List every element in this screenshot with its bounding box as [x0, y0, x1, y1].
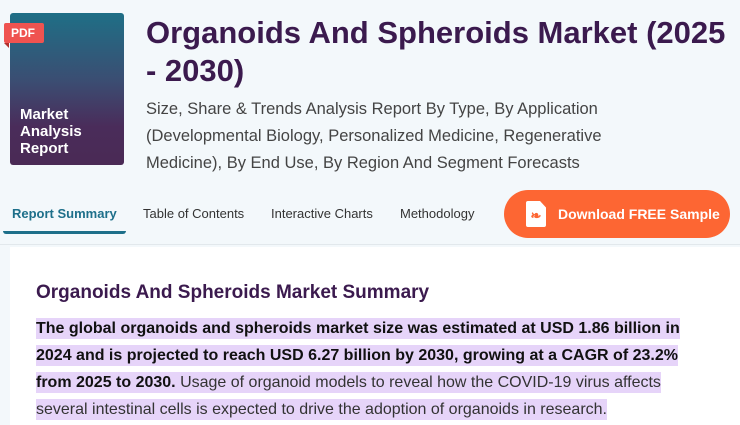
summary-paragraph: The global organoids and spheroids marke…: [36, 315, 716, 423]
pdf-file-icon: ❧: [526, 201, 546, 227]
tab-methodology[interactable]: Methodology: [400, 206, 475, 221]
summary-heading: Organoids And Spheroids Market Summary: [36, 282, 430, 303]
download-sample-button[interactable]: ❧ Download FREE Sample: [504, 190, 730, 238]
tab-bar: Report Summary Table of Contents Interac…: [0, 195, 740, 245]
tab-table-of-contents[interactable]: Table of Contents: [143, 206, 245, 221]
download-label: Download FREE Sample: [558, 206, 720, 222]
cover-text: Market Analysis Report: [20, 106, 82, 157]
page-subtitle: Size, Share & Trends Analysis Report By …: [146, 100, 602, 172]
tab-interactive-charts[interactable]: Interactive Charts: [271, 206, 373, 221]
pdf-badge: PDF: [4, 23, 44, 48]
active-tab-indicator: [3, 231, 126, 234]
tab-report-summary[interactable]: Report Summary: [12, 206, 117, 221]
page-title: Organoids And Spheroids Market (2025 - 2…: [146, 15, 726, 88]
